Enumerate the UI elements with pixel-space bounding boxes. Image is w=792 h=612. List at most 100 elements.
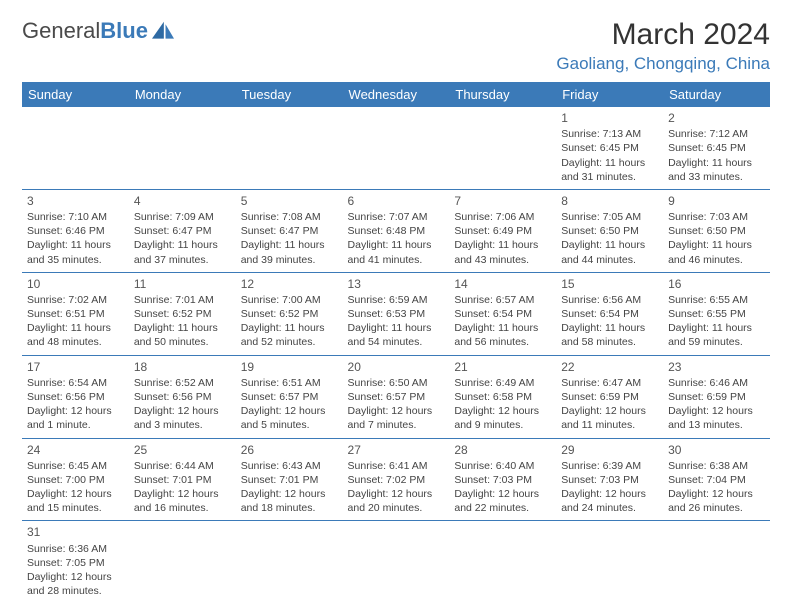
day-header: Monday [129,82,236,107]
daylight-line: Daylight: 12 hours and 22 minutes. [454,487,551,515]
calendar-body: 1Sunrise: 7:13 AM Sunset: 6:45 PM Daylight… [22,107,770,603]
sunset-line: Sunset: 6:50 PM [561,224,658,238]
calendar-week-row: 24Sunrise: 6:45 AMSunset: 7:00 PMDayligh… [22,438,770,521]
day-header: Tuesday [236,82,343,107]
calendar-day-cell: 30Sunrise: 6:38 AMSunset: 7:04 PMDayligh… [663,438,770,521]
calendar-day-cell: 16Sunrise: 6:55 AMSunset: 6:55 PMDayligh… [663,272,770,355]
daylight-line: Daylight: 11 hours and 44 minutes. [561,238,658,266]
daylight-line: Daylight: 12 hours and 24 minutes. [561,487,658,515]
daylight-line: Daylight: 11 hours and 59 minutes. [668,321,765,349]
day-number: 20 [348,359,445,375]
daylight-line: Daylight: 12 hours and 7 minutes. [348,404,445,432]
sunrise-line: Sunrise: 6:36 AM [27,542,124,556]
sunrise-line: Sunrise: 7:12 AM [668,127,765,141]
day-number: 15 [561,276,658,292]
sunrise-line: Sunrise: 6:43 AM [241,459,338,473]
day-number: 30 [668,442,765,458]
sunset-line: Sunset: 6:56 PM [27,390,124,404]
sunrise-line: Sunrise: 6:57 AM [454,293,551,307]
day-number: 3 [27,193,124,209]
calendar-day-cell [236,521,343,603]
calendar-day-cell: 18Sunrise: 6:52 AMSunset: 6:56 PMDayligh… [129,355,236,438]
day-number: 27 [348,442,445,458]
day-header: Thursday [449,82,556,107]
sunrise-line: Sunrise: 7:05 AM [561,210,658,224]
calendar-day-cell: 20Sunrise: 6:50 AMSunset: 6:57 PMDayligh… [343,355,450,438]
day-number: 24 [27,442,124,458]
sunrise-line: Sunrise: 7:13 AM [561,127,658,141]
calendar-day-cell: 14Sunrise: 6:57 AMSunset: 6:54 PMDayligh… [449,272,556,355]
sunset-line: Sunset: 6:52 PM [241,307,338,321]
calendar-week-row: 31Sunrise: 6:36 AMSunset: 7:05 PMDayligh… [22,521,770,603]
day-number: 23 [668,359,765,375]
daylight-line: Daylight: 11 hours and 54 minutes. [348,321,445,349]
day-number: 1 [561,110,658,126]
sunset-line: Sunset: 7:04 PM [668,473,765,487]
calendar-day-cell: 24Sunrise: 6:45 AMSunset: 7:00 PMDayligh… [22,438,129,521]
sunrise-line: Sunrise: 7:03 AM [668,210,765,224]
day-number: 16 [668,276,765,292]
calendar-header-row: Sunday Monday Tuesday Wednesday Thursday… [22,82,770,107]
calendar-week-row: 17Sunrise: 6:54 AMSunset: 6:56 PMDayligh… [22,355,770,438]
calendar-day-cell: 28Sunrise: 6:40 AMSunset: 7:03 PMDayligh… [449,438,556,521]
calendar-day-cell: 8Sunrise: 7:05 AMSunset: 6:50 PMDaylight… [556,189,663,272]
month-title: March 2024 [556,18,770,52]
sunrise-line: Sunrise: 6:39 AM [561,459,658,473]
sunset-line: Sunset: 7:00 PM [27,473,124,487]
sunset-line: Sunset: 6:59 PM [668,390,765,404]
sunset-line: Sunset: 7:05 PM [27,556,124,570]
daylight-line: Daylight: 11 hours and 39 minutes. [241,238,338,266]
sunset-line: Sunset: 7:03 PM [454,473,551,487]
sunset-line: Sunset: 6:54 PM [454,307,551,321]
sunset-line: Sunset: 7:01 PM [241,473,338,487]
day-number: 29 [561,442,658,458]
daylight-line: Daylight: 11 hours and 31 minutes. [561,156,658,184]
sunrise-line: Sunrise: 7:02 AM [27,293,124,307]
daylight-line: Daylight: 11 hours and 35 minutes. [27,238,124,266]
sunset-line: Sunset: 6:50 PM [668,224,765,238]
sunrise-line: Sunrise: 6:41 AM [348,459,445,473]
daylight-line: Daylight: 11 hours and 50 minutes. [134,321,231,349]
sunset-line: Sunset: 6:55 PM [668,307,765,321]
daylight-line: Daylight: 11 hours and 43 minutes. [454,238,551,266]
calendar-day-cell: 12Sunrise: 7:00 AMSunset: 6:52 PMDayligh… [236,272,343,355]
day-header: Saturday [663,82,770,107]
calendar-day-cell: 27Sunrise: 6:41 AMSunset: 7:02 PMDayligh… [343,438,450,521]
calendar-day-cell: 26Sunrise: 6:43 AMSunset: 7:01 PMDayligh… [236,438,343,521]
sunset-line: Sunset: 6:45 PM [668,141,765,155]
daylight-line: Daylight: 12 hours and 11 minutes. [561,404,658,432]
sunrise-line: Sunrise: 7:00 AM [241,293,338,307]
daylight-line: Daylight: 11 hours and 52 minutes. [241,321,338,349]
calendar-day-cell: 5Sunrise: 7:08 AMSunset: 6:47 PMDaylight… [236,189,343,272]
day-number: 19 [241,359,338,375]
day-number: 21 [454,359,551,375]
sunset-line: Sunset: 6:52 PM [134,307,231,321]
brand-logo: GeneralBlue [22,18,176,44]
sunrise-line: Sunrise: 7:08 AM [241,210,338,224]
calendar-day-cell [449,107,556,189]
brand-text: GeneralBlue [22,18,148,44]
sunrise-line: Sunrise: 6:54 AM [27,376,124,390]
day-number: 9 [668,193,765,209]
day-number: 10 [27,276,124,292]
day-number: 14 [454,276,551,292]
sunset-line: Sunset: 6:48 PM [348,224,445,238]
calendar-day-cell: 25Sunrise: 6:44 AMSunset: 7:01 PMDayligh… [129,438,236,521]
day-number: 7 [454,193,551,209]
sunset-line: Sunset: 6:53 PM [348,307,445,321]
day-number: 12 [241,276,338,292]
daylight-line: Daylight: 11 hours and 56 minutes. [454,321,551,349]
brand-part1: General [22,18,100,43]
day-number: 6 [348,193,445,209]
day-header: Wednesday [343,82,450,107]
daylight-line: Daylight: 11 hours and 58 minutes. [561,321,658,349]
daylight-line: Daylight: 12 hours and 15 minutes. [27,487,124,515]
day-number: 26 [241,442,338,458]
sunset-line: Sunset: 6:47 PM [241,224,338,238]
sunrise-line: Sunrise: 6:50 AM [348,376,445,390]
calendar-day-cell: 7Sunrise: 7:06 AMSunset: 6:49 PMDaylight… [449,189,556,272]
sunset-line: Sunset: 6:56 PM [134,390,231,404]
sunrise-line: Sunrise: 7:10 AM [27,210,124,224]
brand-sail-icon [150,20,176,42]
sunset-line: Sunset: 6:54 PM [561,307,658,321]
